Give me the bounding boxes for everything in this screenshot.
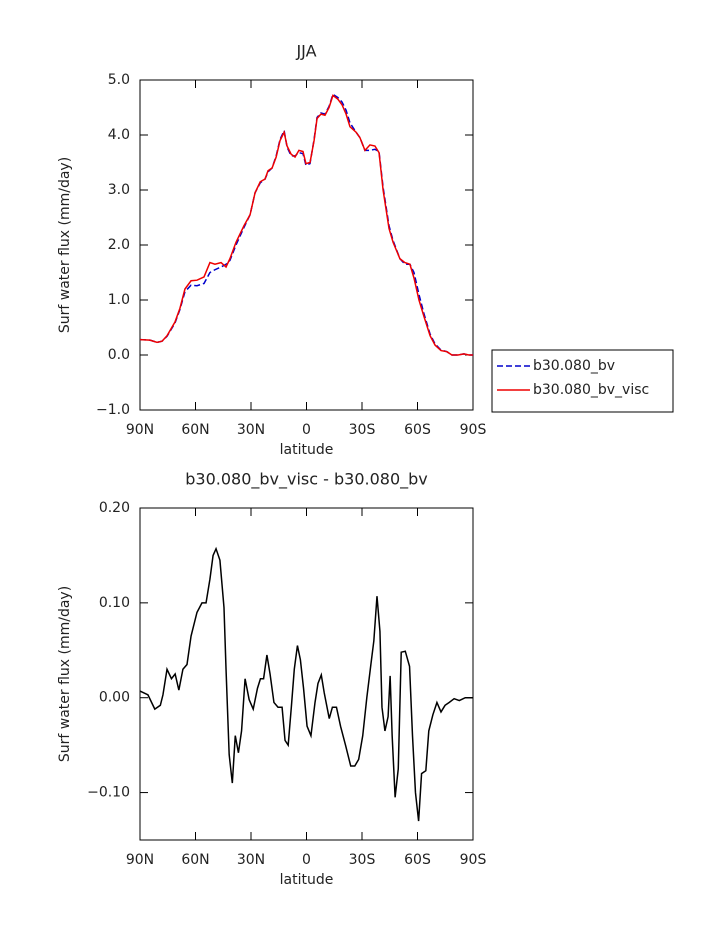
legend-label: b30.080_bv [533, 358, 615, 374]
x-tick-label: 60S [404, 852, 431, 868]
y-tick-label: 5.0 [108, 72, 130, 88]
y-tick-label: 0.00 [99, 690, 130, 706]
y-axis-label: Surf water flux (mm/day) [57, 157, 73, 333]
plot-frame [139, 507, 474, 841]
x-tick-label: 60N [181, 852, 209, 868]
x-tick-label: 0 [302, 422, 311, 438]
legend-box [491, 349, 674, 413]
x-tick-label: 30S [349, 422, 376, 438]
x-tick-label: 30N [237, 852, 265, 868]
x-tick-label: 30N [237, 422, 265, 438]
x-tick-label: 30S [349, 852, 376, 868]
y-tick-label: 0.20 [99, 500, 130, 516]
x-tick-label: 90N [126, 422, 154, 438]
y-tick-label: 2.0 [108, 237, 130, 253]
y-tick-label: −1.0 [96, 402, 130, 418]
x-axis-label: latitude [280, 442, 334, 458]
x-tick-label: 60N [181, 422, 209, 438]
y-tick-label: −0.10 [87, 785, 130, 801]
x-tick-label: 90N [126, 852, 154, 868]
chart-title: JJA [295, 42, 316, 61]
data-line [139, 546, 473, 822]
chart-title: b30.080_bv_visc - b30.080_bv [185, 470, 428, 490]
y-tick-label: 3.0 [108, 182, 130, 198]
data-line [139, 94, 473, 356]
x-tick-label: 90S [460, 422, 487, 438]
x-tick-label: 60S [404, 422, 431, 438]
y-tick-label: 0.10 [99, 595, 130, 611]
plot-frame [139, 79, 474, 411]
x-tick-label: 0 [302, 852, 311, 868]
legend-label: b30.080_bv_visc [533, 382, 649, 398]
y-tick-label: 0.0 [108, 347, 130, 363]
x-axis-label: latitude [280, 872, 334, 888]
y-axis-label: Surf water flux (mm/day) [57, 586, 73, 762]
x-tick-label: 90S [460, 852, 487, 868]
y-tick-label: 4.0 [108, 127, 130, 143]
y-tick-label: 1.0 [108, 292, 130, 308]
